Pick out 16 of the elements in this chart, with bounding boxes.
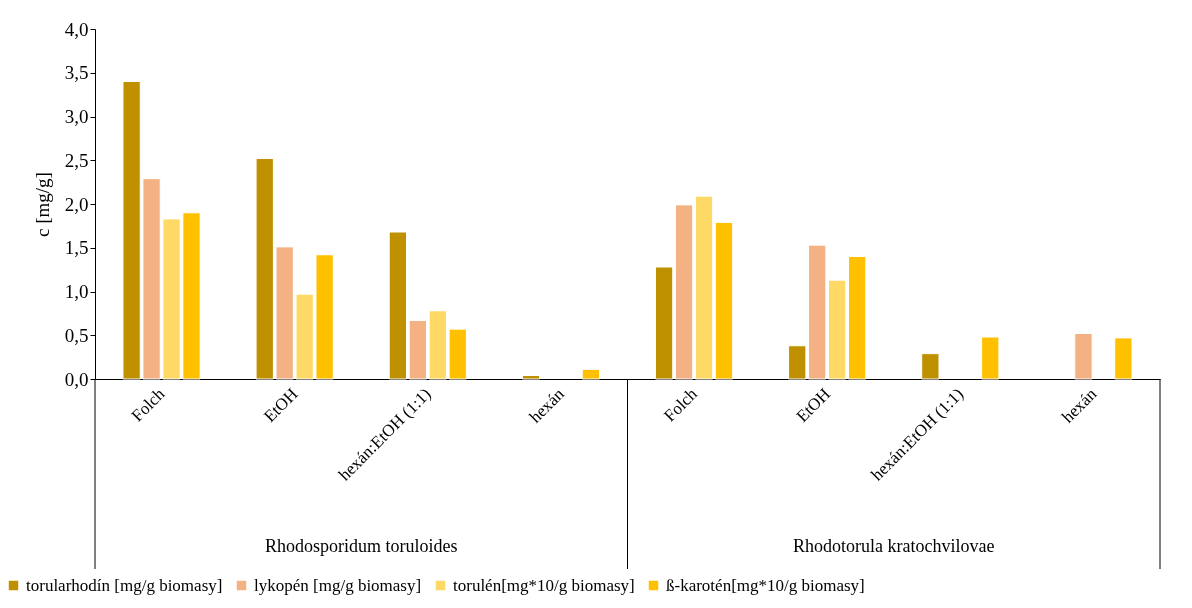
y-tick-label: 3,0 — [64, 106, 89, 127]
y-tick-label: 3,5 — [64, 62, 89, 84]
y-tick-label: 4,0 — [64, 18, 89, 40]
y-axis-title: c [mg/g] — [31, 172, 53, 237]
text: Rhodotorula kratochvilovae — [793, 536, 995, 556]
y-tick-label: 0,5 — [64, 324, 89, 346]
legend-label: lykopén [mg/g biomasy] — [254, 575, 422, 595]
legend-label: ß-karotén[mg*10/g biomasy] — [666, 575, 865, 595]
y-tick-label: 2,0 — [64, 193, 89, 215]
y-tick-label: 2,5 — [64, 149, 89, 171]
y-tick-label: 1,0 — [64, 281, 89, 302]
legend-label: torularhodín [mg/g biomasy] — [26, 575, 223, 595]
legend-label: torulén[mg*10/g biomasy] — [453, 575, 635, 595]
text: Rhodosporidum toruloides — [265, 536, 458, 556]
y-tick-label: 0,0 — [64, 368, 89, 390]
y-tick-label: 1,5 — [64, 237, 89, 259]
